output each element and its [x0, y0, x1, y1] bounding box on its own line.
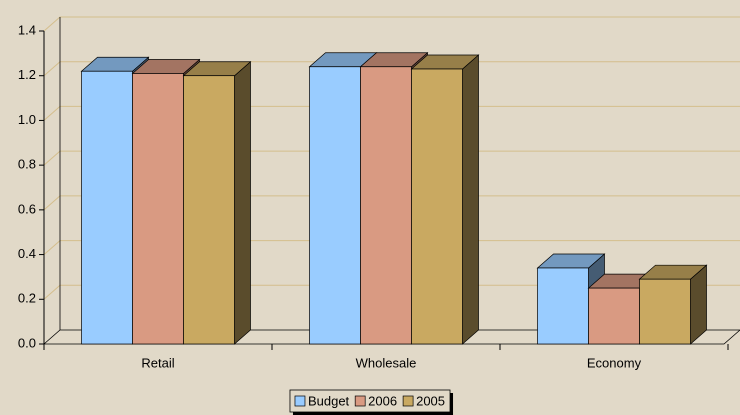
- y-tick-label: 1.4: [18, 22, 36, 37]
- y-tick-label: 0.6: [18, 201, 36, 216]
- x-tick-label: Economy: [587, 355, 642, 370]
- y-tick-label: 0.8: [18, 157, 36, 172]
- bar-front: [411, 68, 463, 345]
- bar-side: [462, 54, 479, 345]
- legend-label: Budget: [308, 393, 350, 408]
- legend-label: 2005: [416, 393, 445, 408]
- bar-front: [81, 70, 133, 345]
- bar-front: [639, 278, 691, 345]
- y-tick-label: 1.0: [18, 112, 36, 127]
- legend-swatch: [294, 395, 306, 407]
- bar-side: [234, 60, 251, 345]
- legend: Budget 2006 2005: [289, 389, 454, 415]
- bar: [638, 264, 708, 345]
- x-tick-label: Wholesale: [356, 355, 417, 370]
- bar: [536, 253, 606, 345]
- bar: [410, 54, 480, 345]
- legend-swatch: [402, 395, 414, 407]
- bar-front: [183, 75, 235, 345]
- x-tick-label: Retail: [141, 355, 174, 370]
- legend-label: 2006: [368, 393, 397, 408]
- y-tick-label: 1.2: [18, 67, 36, 82]
- legend-box: [289, 389, 451, 413]
- y-tick-label: 0.2: [18, 291, 36, 306]
- legend-swatch: [354, 395, 366, 407]
- bar-front: [132, 73, 184, 345]
- bar: [182, 60, 252, 345]
- bar-front: [360, 66, 412, 345]
- bar-front: [537, 267, 589, 345]
- y-tick-label: 0.0: [18, 335, 36, 350]
- y-tick-label: 0.4: [18, 246, 36, 261]
- bar-front: [309, 66, 361, 345]
- bar-front: [588, 287, 640, 345]
